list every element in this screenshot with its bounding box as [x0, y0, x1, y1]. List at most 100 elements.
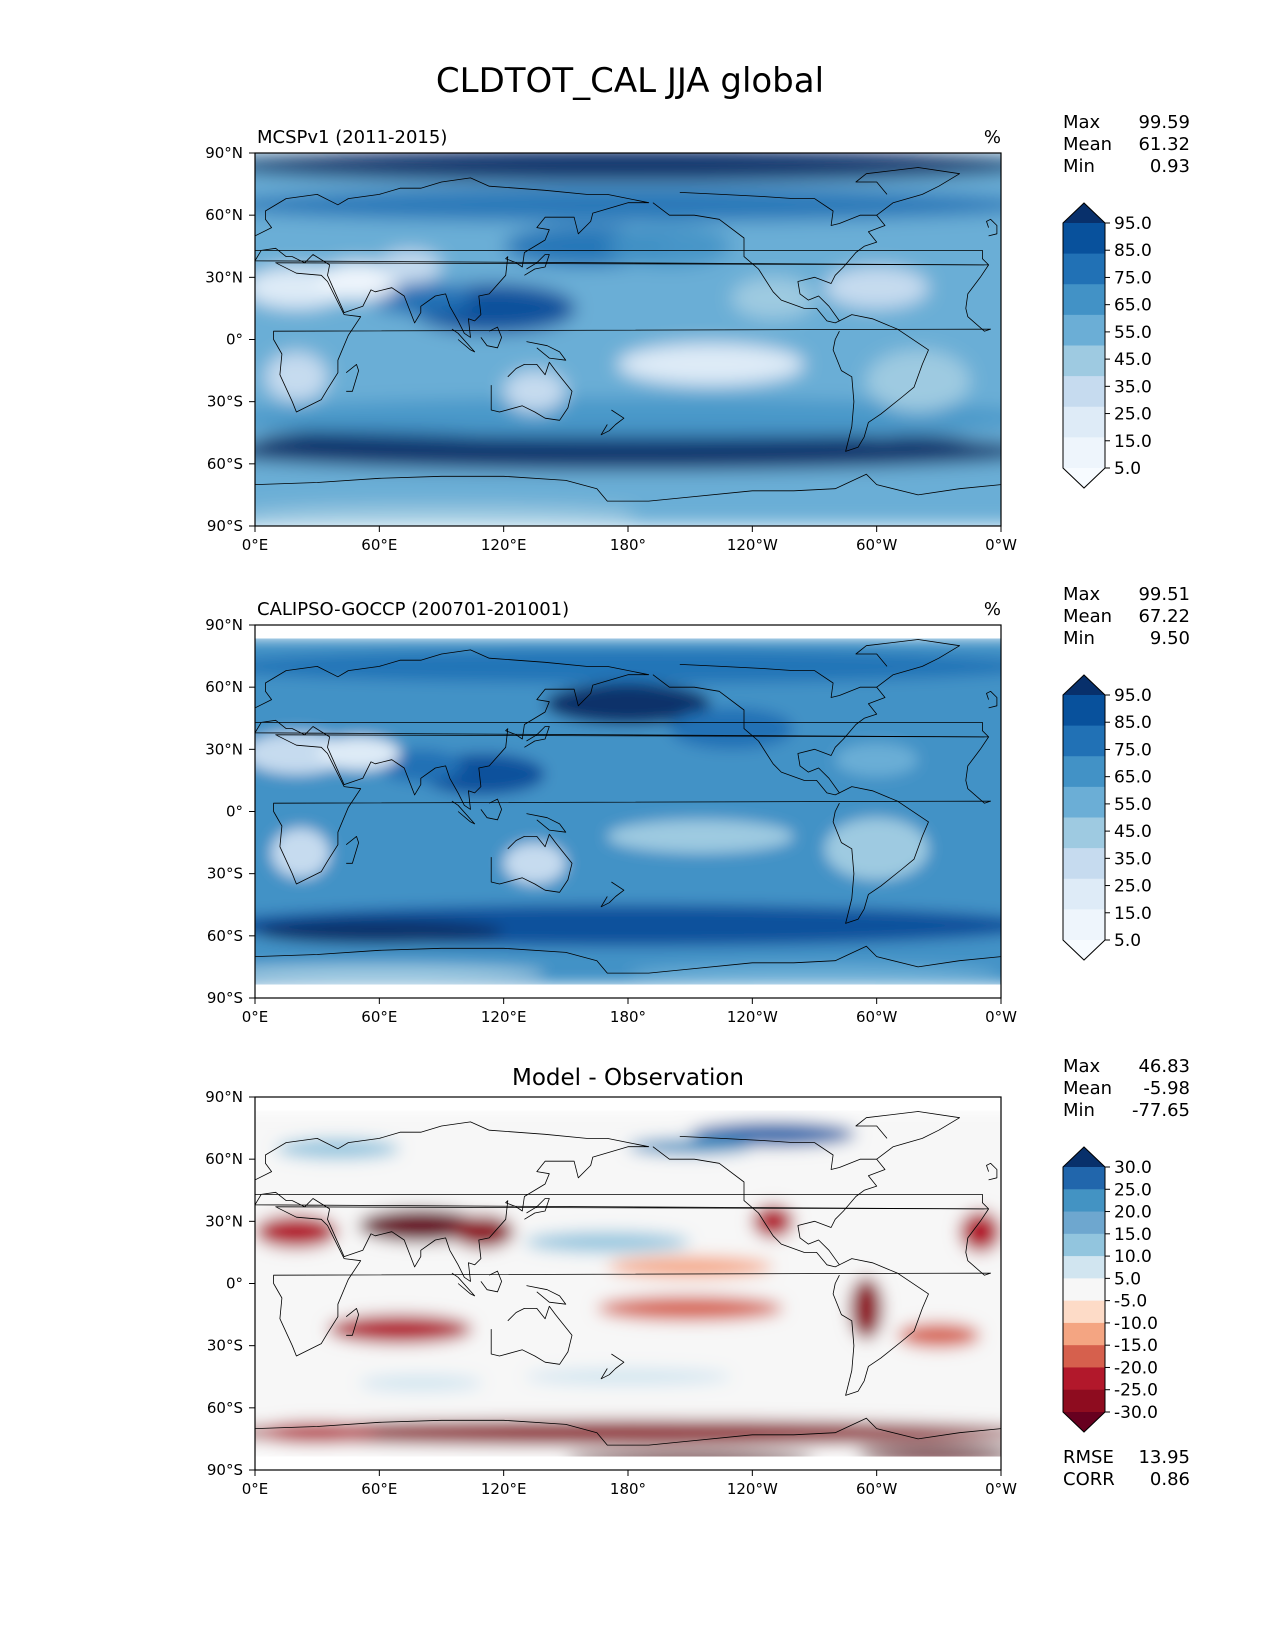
stat-label: Max — [1063, 112, 1101, 133]
x-tick-label: 0°E — [242, 536, 269, 554]
stat-value: 67.22 — [1138, 606, 1190, 627]
x-tick-label: 0°E — [242, 1008, 269, 1026]
coastline — [855, 167, 960, 216]
coastline — [273, 734, 991, 885]
coastline — [652, 192, 886, 324]
colorbar-segment — [1063, 1233, 1105, 1257]
stat-value: 9.50 — [1150, 628, 1190, 649]
stat-label: Min — [1063, 1100, 1095, 1121]
colorbar-tick-label: 35.0 — [1114, 849, 1152, 869]
stat-label: Mean — [1063, 134, 1112, 155]
colorbar-segment — [1063, 284, 1105, 316]
colorbar-segment — [1063, 817, 1105, 849]
coastline — [832, 786, 929, 924]
map-field-2 — [255, 625, 1001, 998]
colorbar-extend-bottom — [1063, 940, 1105, 960]
stat-value: 0.86 — [1150, 1469, 1190, 1490]
colorbar-segment — [1063, 695, 1105, 727]
stat-value: -77.65 — [1132, 1100, 1190, 1121]
stat-value: 13.95 — [1138, 1447, 1190, 1468]
coastline — [524, 726, 550, 748]
colorbar-tick-label: 65.0 — [1114, 296, 1152, 316]
coastline — [652, 664, 886, 796]
colorbar-segment — [1063, 1345, 1105, 1368]
colorbar-tick-label: -5.0 — [1114, 1292, 1147, 1312]
stat-label: CORR — [1063, 1469, 1115, 1490]
stat-value: 61.32 — [1138, 134, 1190, 155]
colorbar-segment — [1063, 878, 1105, 910]
colorbar-segment — [1063, 1211, 1105, 1235]
colorbar-tick-label: 75.0 — [1114, 268, 1152, 288]
y-tick-label: 30°S — [207, 393, 243, 411]
colorbar-tick-label: 45.0 — [1114, 822, 1152, 842]
colorbar-segment — [1063, 223, 1105, 255]
stat-label: Max — [1063, 1056, 1101, 1077]
colorbar-tick-label: 30.0 — [1114, 1158, 1152, 1178]
coastline — [273, 262, 991, 413]
stat-label: Mean — [1063, 1078, 1112, 1099]
x-tick-label: 0°W — [985, 1480, 1017, 1498]
y-tick-label: 60°N — [205, 206, 243, 224]
panel-title: CALIPSO-GOCCP (200701-201001) — [257, 599, 569, 620]
coastline — [490, 361, 573, 421]
coastline — [490, 833, 573, 893]
colorbar: 30.025.0 20.015.010.05.0 -5.0-10.0-15.0-20… — [1062, 1146, 1158, 1433]
x-tick-label: 60°W — [856, 536, 898, 554]
colorbar-segment — [1063, 314, 1105, 346]
coastline — [600, 1353, 625, 1380]
colorbar-segment — [1063, 406, 1105, 438]
panel-title: Model - Observation — [512, 1065, 744, 1091]
stat-label: Min — [1063, 628, 1095, 649]
x-tick-label: 120°E — [481, 536, 527, 554]
colorbar-tick-label: 95.0 — [1114, 686, 1152, 706]
colorbar-segment — [1063, 786, 1105, 818]
coastline — [524, 1198, 550, 1220]
colorbar-tick-label: 95.0 — [1114, 214, 1152, 234]
colorbar-tick-label: 25.0 — [1114, 1180, 1152, 1200]
y-tick-label: 60°N — [205, 1150, 243, 1168]
colorbar-segment — [1063, 1278, 1105, 1302]
y-tick-label: 90°N — [205, 616, 243, 634]
y-tick-label: 30°N — [205, 1212, 243, 1230]
coastline — [480, 798, 503, 821]
x-tick-label: 120°W — [727, 1480, 778, 1498]
x-tick-label: 60°W — [856, 1008, 898, 1026]
colorbar-extend-top — [1063, 203, 1105, 223]
panel-title: MCSPv1 (2011-2015) — [257, 127, 447, 148]
map-field-3 — [255, 1097, 1001, 1470]
panel-3: 0°E 60°E 120°E 180° 120°W 60°W 0°W 90°N 60°N 30°N… — [205, 1056, 1190, 1498]
colorbar-tick-label: 25.0 — [1114, 877, 1152, 897]
x-tick-label: 120°E — [481, 1480, 527, 1498]
x-tick-label: 60°E — [361, 536, 397, 554]
stat-value: 99.51 — [1138, 584, 1190, 605]
colorbar-tick-label: 55.0 — [1114, 795, 1152, 815]
colorbar-segment — [1063, 1389, 1105, 1413]
colorbar-segment — [1063, 345, 1105, 377]
coastline — [273, 1206, 991, 1357]
coastline — [451, 328, 476, 353]
y-tick-label: 90°N — [205, 1088, 243, 1106]
coastline — [986, 690, 998, 709]
coastline — [255, 649, 989, 810]
coastline — [345, 1308, 360, 1336]
x-tick-label: 120°E — [481, 1008, 527, 1026]
colorbar-segment — [1063, 253, 1105, 285]
coastline — [600, 881, 625, 908]
y-tick-label: 30°N — [205, 740, 243, 758]
x-tick-label: 180° — [610, 536, 646, 554]
y-tick-label: 90°S — [207, 989, 243, 1007]
y-tick-label: 90°S — [207, 517, 243, 535]
colorbar-tick-label: 45.0 — [1114, 350, 1152, 370]
coastlines — [255, 167, 1001, 502]
coastline — [524, 254, 550, 276]
colorbar-tick-label: -10.0 — [1114, 1314, 1158, 1334]
colorbar-tick-label: 35.0 — [1114, 377, 1152, 397]
y-tick-label: 90°S — [207, 1461, 243, 1479]
coastline — [832, 1258, 929, 1396]
colorbar-segment — [1063, 1189, 1105, 1213]
coastline — [480, 326, 503, 349]
colorbar-extend-bottom — [1063, 468, 1105, 488]
stat-value: 0.93 — [1150, 156, 1190, 177]
map-field-1 — [255, 153, 1001, 526]
